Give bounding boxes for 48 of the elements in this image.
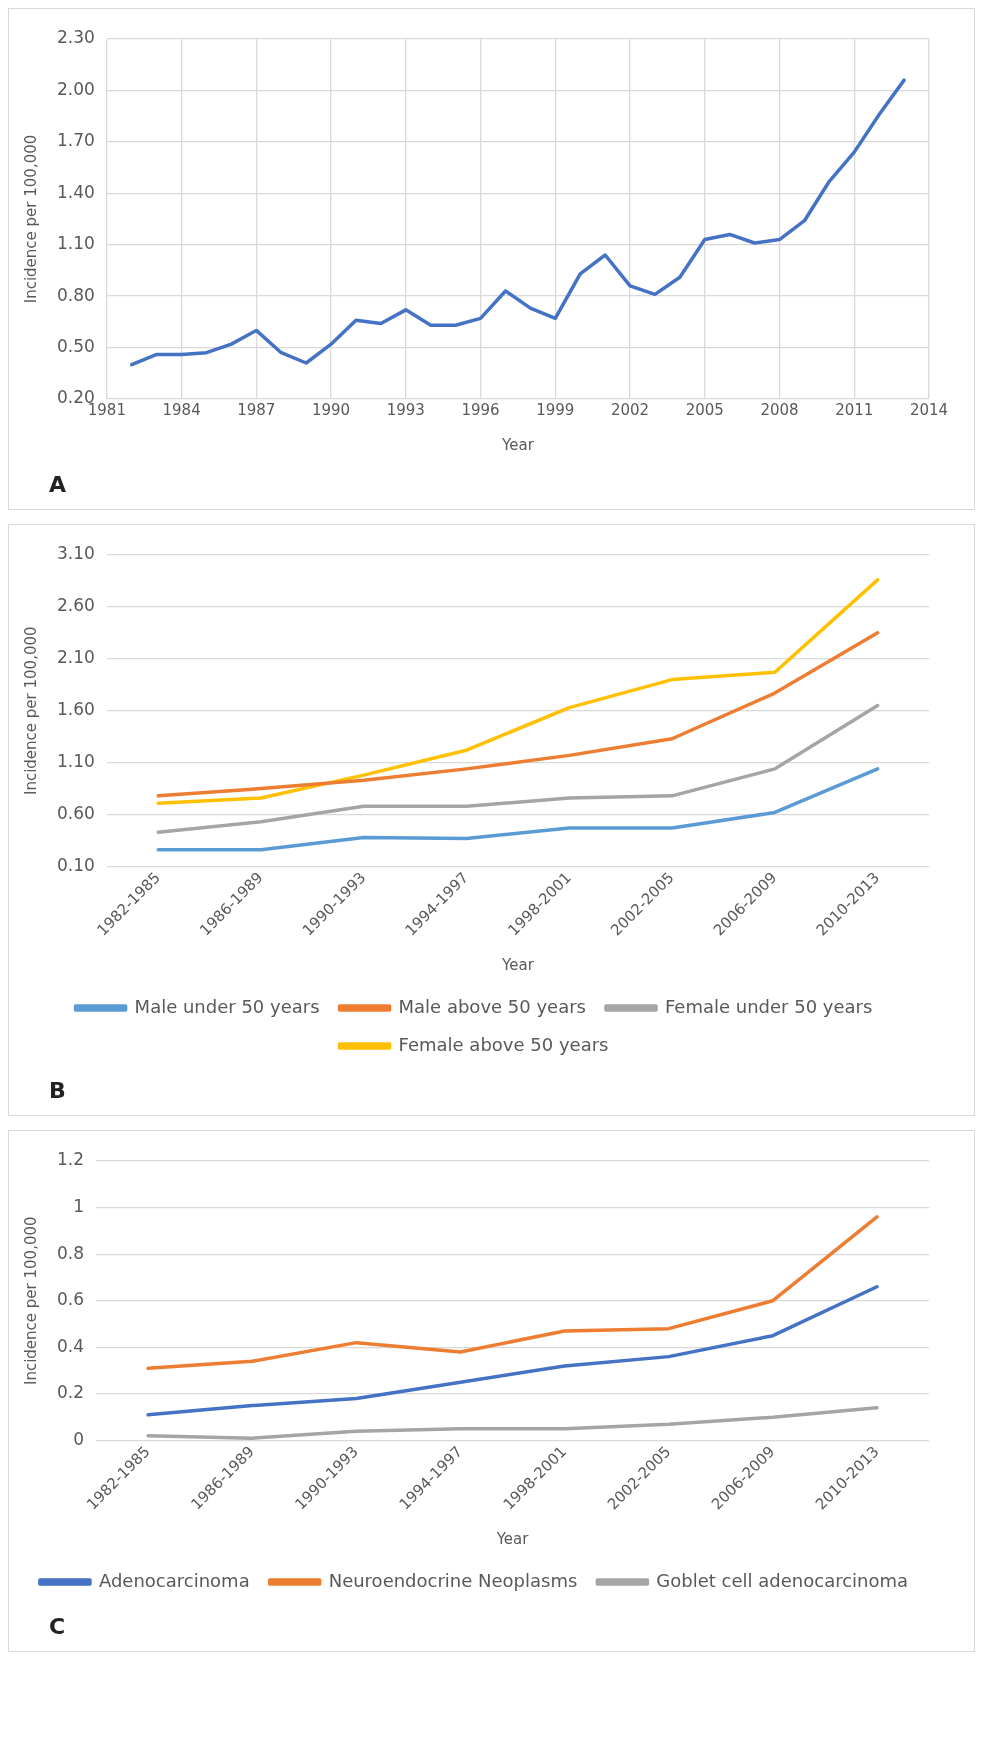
x-tick-label: 2011 bbox=[835, 400, 874, 419]
legend-label: Male under 50 years bbox=[134, 995, 320, 1017]
y-tick-label: 0 bbox=[73, 1428, 85, 1449]
y-tick-label: 2.60 bbox=[56, 595, 95, 616]
y-tick-label: 2.00 bbox=[56, 78, 95, 99]
y-tick-label: 0.4 bbox=[56, 1335, 85, 1356]
y-tick-label: 1.70 bbox=[56, 130, 95, 151]
y-axis-title: Incidence per 100,000 bbox=[21, 134, 40, 304]
legend-label: Female under 50 years bbox=[664, 995, 873, 1017]
y-tick-label: 2.30 bbox=[56, 27, 95, 48]
y-tick-label: 1.60 bbox=[56, 699, 95, 720]
y-tick-label: 0.50 bbox=[56, 335, 95, 356]
x-tick-label: 1984 bbox=[162, 400, 201, 419]
x-tick-label: 1999 bbox=[536, 400, 575, 419]
x-tick-label: 1996 bbox=[461, 400, 500, 419]
y-tick-label: 1.10 bbox=[56, 233, 95, 254]
legend-label: Goblet cell adenocarcinoma bbox=[656, 1569, 909, 1591]
text: A bbox=[49, 472, 67, 497]
y-tick-label: 2.10 bbox=[56, 647, 95, 668]
text: B bbox=[49, 1078, 66, 1103]
y-axis-title: Incidence per 100,000 bbox=[21, 626, 40, 796]
y-tick-label: 0.10 bbox=[56, 854, 95, 875]
legend-label: Neuroendocrine Neoplasms bbox=[328, 1569, 578, 1591]
y-tick-label: 1 bbox=[73, 1196, 85, 1216]
y-tick-label: 0.6 bbox=[56, 1289, 85, 1310]
legend-label: Male above 50 years bbox=[398, 995, 586, 1017]
y-tick-label: 0.8 bbox=[56, 1242, 85, 1263]
text: C bbox=[49, 1614, 66, 1639]
x-tick-label: 2002 bbox=[610, 400, 650, 419]
x-tick-label: 2014 bbox=[909, 400, 949, 419]
y-tick-label: 0.2 bbox=[56, 1382, 85, 1403]
y-tick-label: 1.2 bbox=[56, 1149, 85, 1170]
y-tick-label: 0.60 bbox=[56, 802, 95, 823]
x-tick-label: 1993 bbox=[386, 400, 425, 419]
x-axis-title: Year bbox=[501, 435, 535, 454]
y-tick-label: 1.10 bbox=[56, 751, 95, 772]
y-tick-label: 3.10 bbox=[56, 543, 95, 564]
x-tick-label: 1990 bbox=[311, 400, 351, 419]
x-tick-label: 2008 bbox=[760, 400, 799, 419]
x-tick-label: 2005 bbox=[685, 400, 724, 419]
x-axis-title: Year bbox=[495, 1529, 530, 1548]
y-tick-label: 1.40 bbox=[56, 181, 95, 202]
legend-label: Female above 50 years bbox=[398, 1033, 609, 1055]
x-tick-label: 1987 bbox=[237, 400, 276, 419]
y-axis-title: Incidence per 100,000 bbox=[21, 1216, 40, 1386]
y-tick-label: 0.80 bbox=[56, 284, 95, 305]
x-axis-title: Year bbox=[501, 955, 535, 974]
legend-label: Adenocarcinoma bbox=[98, 1569, 250, 1591]
